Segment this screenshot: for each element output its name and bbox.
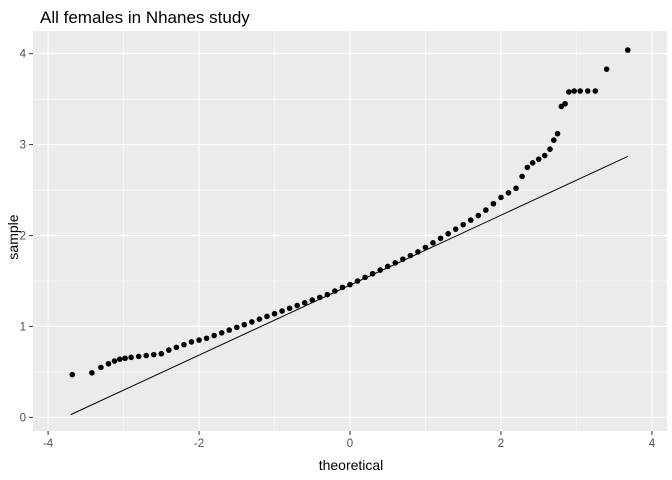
data-point [400, 256, 406, 262]
data-point [332, 288, 338, 294]
chart-title: All females in Nhanes study [40, 8, 250, 27]
data-point [584, 88, 591, 94]
data-point [577, 88, 584, 94]
data-point [279, 308, 285, 314]
data-point [571, 88, 577, 94]
y-axis-label: sample [5, 214, 21, 259]
data-point [105, 360, 112, 367]
y-tick-label: 2 [20, 231, 26, 243]
data-point [430, 240, 436, 246]
data-point [498, 194, 504, 201]
y-tick-label: 1 [20, 321, 26, 333]
data-point [324, 291, 331, 298]
x-tick-label: 2 [498, 438, 504, 450]
x-axis-label: theoretical [319, 457, 384, 473]
data-point [181, 341, 187, 348]
data-point [196, 337, 202, 343]
data-point [309, 297, 316, 303]
data-point [203, 335, 210, 342]
data-point [384, 263, 391, 270]
data-point [422, 244, 429, 251]
points-layer [69, 47, 631, 378]
data-point [241, 321, 248, 328]
data-point [301, 300, 308, 306]
data-point [271, 310, 278, 317]
y-tick-label: 0 [20, 412, 26, 424]
data-point [369, 270, 376, 277]
data-point [233, 324, 240, 331]
data-point [407, 252, 414, 259]
data-point [467, 217, 474, 223]
data-point [562, 100, 568, 107]
data-point [339, 284, 346, 291]
data-point [264, 313, 270, 320]
data-point [256, 316, 263, 322]
data-point [173, 344, 180, 351]
data-point [392, 260, 399, 266]
data-point [249, 319, 255, 325]
data-point [354, 278, 361, 284]
data-point [317, 294, 323, 301]
data-point [547, 146, 553, 152]
data-point [592, 88, 599, 94]
data-point [158, 350, 165, 357]
data-point [550, 137, 557, 143]
data-point [89, 370, 95, 376]
y-tick-label: 3 [20, 140, 26, 152]
y-tick-label: 4 [20, 49, 27, 61]
data-point [286, 305, 293, 312]
data-point [211, 332, 217, 339]
data-point [347, 281, 353, 288]
x-tick-label: -2 [194, 438, 204, 450]
data-point [111, 358, 118, 364]
data-point [483, 207, 489, 213]
data-point [554, 130, 561, 137]
data-point [218, 330, 225, 336]
data-point [490, 200, 497, 207]
data-point [603, 66, 610, 72]
x-tick-label: 0 [347, 438, 353, 450]
data-point [513, 185, 519, 192]
data-point [535, 156, 542, 162]
data-point [524, 164, 531, 171]
data-point [445, 230, 451, 237]
data-point [377, 267, 383, 273]
data-point [460, 221, 467, 228]
data-point [437, 235, 444, 242]
data-point [122, 355, 128, 362]
data-point [415, 249, 421, 255]
x-tick-label: 4 [649, 438, 656, 450]
data-point [294, 302, 300, 309]
x-tick-label: -4 [43, 438, 54, 450]
data-point [519, 173, 525, 180]
data-point [529, 160, 536, 166]
data-point [452, 226, 459, 232]
data-point [116, 356, 123, 362]
data-point [150, 351, 157, 358]
data-point [475, 212, 482, 219]
data-point [541, 152, 548, 159]
data-point [98, 364, 104, 371]
data-point [128, 354, 134, 361]
x-axis: -4 -2 0 2 4 [43, 431, 656, 450]
grid-major [33, 31, 667, 431]
data-point [505, 190, 512, 196]
data-point [566, 89, 572, 95]
data-point [624, 47, 631, 53]
data-point [188, 339, 195, 345]
data-point [362, 274, 368, 281]
data-point [143, 352, 150, 359]
data-point [226, 327, 233, 333]
data-point [135, 353, 142, 360]
data-point [166, 347, 172, 353]
data-point [69, 371, 76, 378]
y-axis: 0 1 2 3 4 [20, 49, 33, 424]
